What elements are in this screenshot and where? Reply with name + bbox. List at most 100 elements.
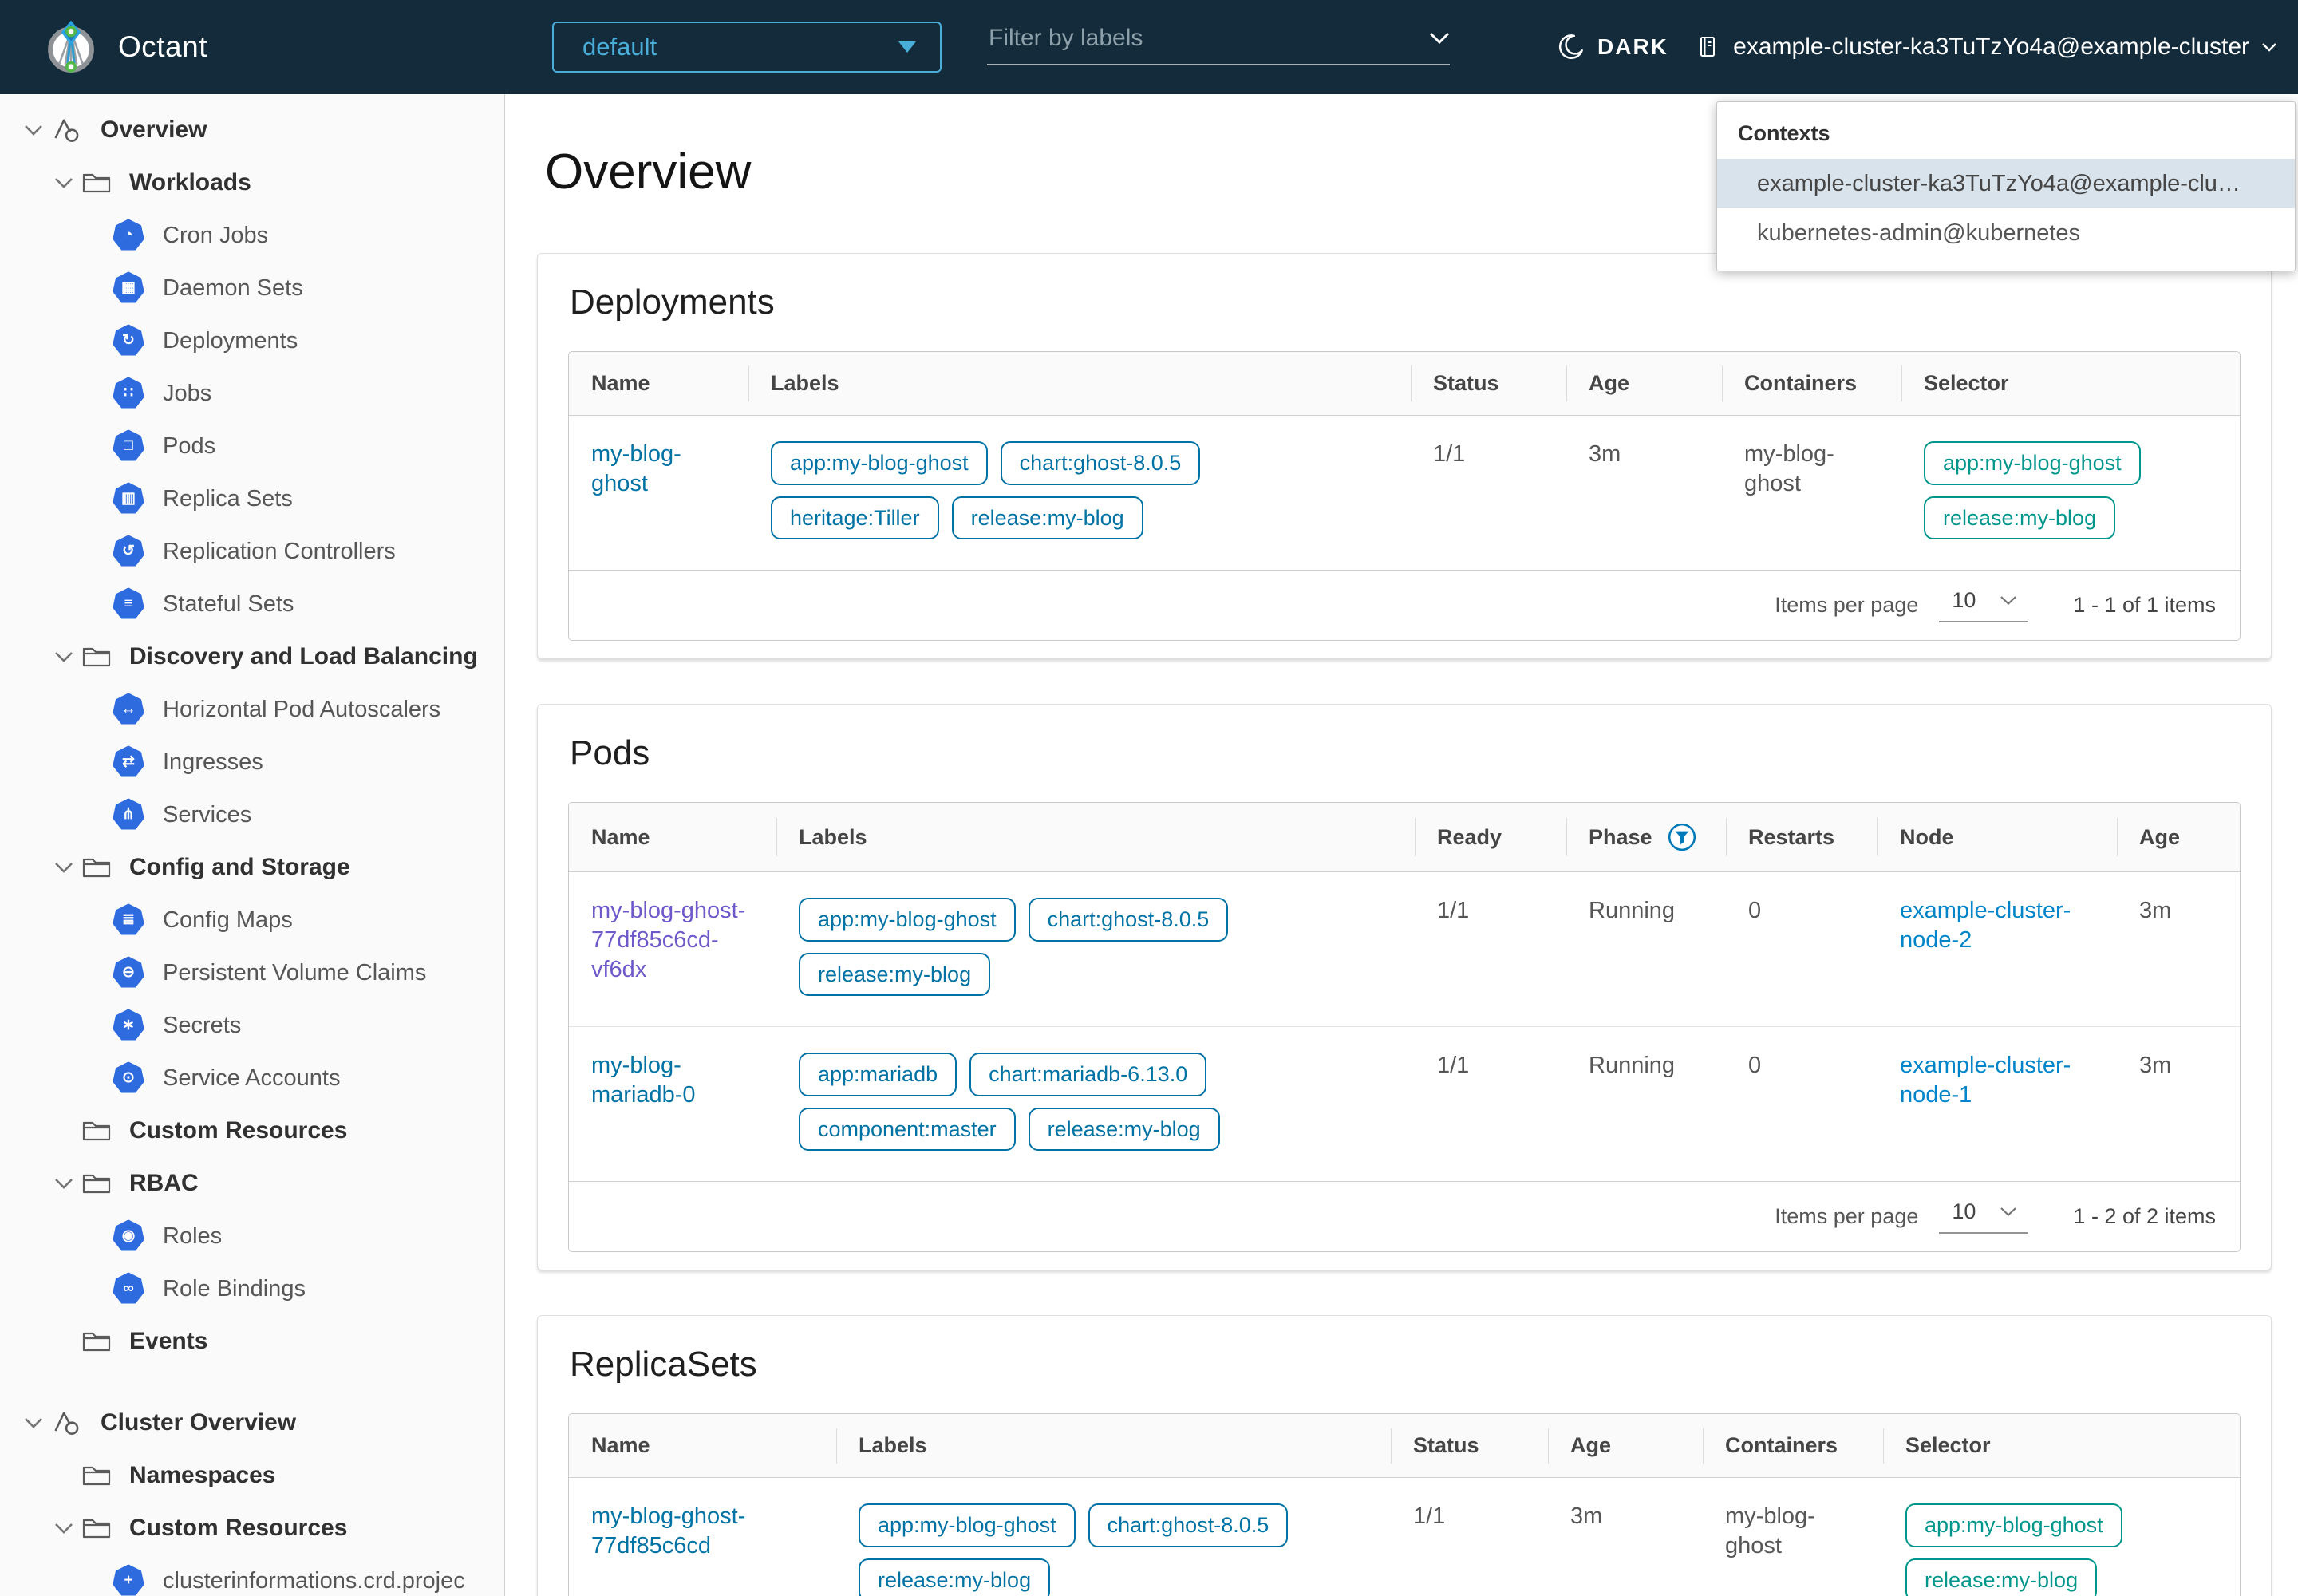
- column-header-labels: Labels: [748, 352, 1411, 415]
- column-header-age: Age: [1566, 352, 1722, 415]
- sidebar-item-config-maps[interactable]: ≣Config Maps: [0, 894, 504, 946]
- context-selector-label: example-cluster-ka3TuTzYo4a@example-clus…: [1733, 34, 2249, 61]
- column-header-name: Name: [569, 1414, 836, 1477]
- page-size-select[interactable]: 10: [1939, 588, 2028, 622]
- context-option-kubernetes-admin-kubernetes[interactable]: kubernetes-admin@kubernetes: [1717, 208, 2295, 258]
- label-tag: component:master: [799, 1108, 1016, 1152]
- sidebar-item-service-accounts[interactable]: ⊙Service Accounts: [0, 1052, 504, 1104]
- sidebar-item-label: Events: [129, 1328, 207, 1355]
- cell-text: 1/1: [1433, 441, 1465, 467]
- resource-link[interactable]: my-blog-ghost-77df85c6cd-vf6dx: [591, 898, 745, 982]
- context-selector[interactable]: example-cluster-ka3TuTzYo4a@example-clus…: [1696, 34, 2277, 61]
- table-cell: app:my-blog-ghostrelease:my-blog: [1883, 1478, 2241, 1596]
- sidebar-item-persistent-volume-claims[interactable]: ⊖Persistent Volume Claims: [0, 946, 504, 999]
- node-link[interactable]: example-cluster-node-1: [1900, 1053, 2071, 1108]
- card-deployments: DeploymentsNameLabelsStatusAgeContainers…: [537, 253, 2272, 659]
- sidebar-item-custom-resources[interactable]: Custom Resources: [0, 1104, 504, 1157]
- table-cell: 3m: [1548, 1478, 1703, 1596]
- folder-icon: [81, 1515, 112, 1541]
- theme-toggle[interactable]: DARK: [1558, 34, 1668, 61]
- cell-text: 1/1: [1437, 1053, 1469, 1078]
- sidebar-item-deployments[interactable]: ↻Deployments: [0, 314, 504, 367]
- node-link[interactable]: example-cluster-node-2: [1900, 898, 2071, 953]
- sidebar-item-role-bindings[interactable]: ∞Role Bindings: [0, 1262, 504, 1315]
- table-header: NameLabelsReadyPhaseRestartsNodeAge: [569, 803, 2240, 872]
- sidebar-item-discovery-and-load-balancing[interactable]: Discovery and Load Balancing: [0, 630, 504, 683]
- column-header-labels: Labels: [836, 1414, 1391, 1477]
- applications-icon: [51, 114, 83, 146]
- chevron-down-icon[interactable]: [1429, 32, 1450, 45]
- sidebar-item-secrets[interactable]: ∗Secrets: [0, 999, 504, 1052]
- sidebar-item-roles[interactable]: ◉Roles: [0, 1210, 504, 1262]
- namespace-selector[interactable]: default: [552, 22, 942, 73]
- page-size-select[interactable]: 10: [1939, 1199, 2028, 1234]
- sidebar-item-horizontal-pod-autoscalers[interactable]: ↔Horizontal Pod Autoscalers: [0, 683, 504, 736]
- sidebar-item-label: RBAC: [129, 1170, 199, 1197]
- cell-text: 0: [1748, 898, 1761, 923]
- sidebar-item-label: Cron Jobs: [163, 223, 268, 249]
- selector-tag: release:my-blog: [1924, 496, 2115, 540]
- sidebar-item-cluster-overview[interactable]: Cluster Overview: [0, 1396, 504, 1449]
- cell-text: 3m: [2139, 898, 2171, 923]
- sidebar-item-replica-sets[interactable]: ▥Replica Sets: [0, 472, 504, 525]
- context-option-example-cluster-ka3tutzyo4a-example-clu[interactable]: example-cluster-ka3TuTzYo4a@example-clu…: [1717, 159, 2295, 208]
- caret-down-icon[interactable]: [46, 1178, 81, 1190]
- sidebar-item-label: Roles: [163, 1223, 222, 1250]
- table-cell: 3m: [2117, 1027, 2241, 1181]
- sidebar-item-label: Config Maps: [163, 907, 293, 934]
- resource-link[interactable]: my-blog-mariadb-0: [591, 1053, 696, 1108]
- sidebar-item-rbac[interactable]: RBAC: [0, 1157, 504, 1210]
- table-cell: my-blog-ghost: [1722, 416, 1901, 570]
- resource-link[interactable]: my-blog-ghost: [591, 441, 681, 496]
- sidebar-item-namespaces[interactable]: Namespaces: [0, 1449, 504, 1502]
- label-filter: [987, 24, 1450, 65]
- pagination-range: 1 - 1 of 1 items: [2073, 593, 2216, 618]
- column-header-label: Age: [1589, 371, 1629, 396]
- column-header-name: Name: [569, 803, 776, 871]
- sidebar-item-daemon-sets[interactable]: ▦Daemon Sets: [0, 262, 504, 314]
- sidebar-item-stateful-sets[interactable]: ≡Stateful Sets: [0, 578, 504, 630]
- label-tag: release:my-blog: [1029, 1108, 1220, 1152]
- caret-down-icon[interactable]: [46, 177, 81, 189]
- table-cell: app:my-blog-ghostrelease:my-blog: [1901, 416, 2241, 570]
- sidebar-item-workloads[interactable]: Workloads: [0, 156, 504, 209]
- filter-icon[interactable]: [1667, 822, 1697, 852]
- octant-app: Octant default DARK example-cluster-ka3T…: [0, 0, 2298, 1596]
- sidebar-item-jobs[interactable]: ∷Jobs: [0, 367, 504, 420]
- sidebar-item-services[interactable]: ⋔Services: [0, 788, 504, 841]
- column-header-age: Age: [2117, 803, 2241, 871]
- card-pods: PodsNameLabelsReadyPhaseRestartsNodeAgem…: [537, 704, 2272, 1270]
- sidebar-item-ingresses[interactable]: ⇄Ingresses: [0, 736, 504, 788]
- sidebar-item-overview[interactable]: Overview: [0, 104, 504, 156]
- daemon-sets-icon: ▦: [112, 271, 145, 305]
- column-header-label: Name: [591, 825, 650, 850]
- cluster-icon: [1696, 34, 1721, 60]
- resource-link[interactable]: my-blog-ghost-77df85c6cd: [591, 1503, 745, 1558]
- sidebar-item-label: Jobs: [163, 381, 211, 407]
- table-cell: example-cluster-node-1: [1877, 1027, 2117, 1181]
- sidebar-item-replication-controllers[interactable]: ↺Replication Controllers: [0, 525, 504, 578]
- replicasets-table: NameLabelsStatusAgeContainersSelectormy-…: [568, 1413, 2241, 1596]
- column-header-label: Restarts: [1748, 825, 1834, 850]
- caret-down-icon[interactable]: [46, 862, 81, 874]
- caret-down-icon[interactable]: [16, 1417, 51, 1429]
- folder-icon: [81, 1171, 112, 1196]
- column-header-label: Ready: [1437, 825, 1502, 850]
- sidebar-item-config-and-storage[interactable]: Config and Storage: [0, 841, 504, 894]
- sidebar-item-pods[interactable]: □Pods: [0, 420, 504, 472]
- column-header-label: Age: [1570, 1433, 1611, 1458]
- sidebar-item-label: Horizontal Pod Autoscalers: [163, 697, 440, 723]
- replica-sets-icon: ▥: [112, 482, 145, 516]
- sidebar-item-cron-jobs[interactable]: ◔ Cron Jobs: [0, 209, 504, 262]
- table-cell: 1/1: [1415, 1027, 1566, 1181]
- sidebar-item-custom-resources[interactable]: Custom Resources: [0, 1502, 504, 1555]
- sidebar-item-label: Namespaces: [129, 1462, 275, 1489]
- table-row: my-blog-mariadb-0app:mariadbchart:mariad…: [569, 1026, 2240, 1181]
- sidebar-item-events[interactable]: Events: [0, 1315, 504, 1368]
- caret-down-icon[interactable]: [46, 651, 81, 663]
- sidebar-item-clusterinformations-crd-projec[interactable]: +clusterinformations.crd.projec: [0, 1555, 504, 1596]
- cron-jobs-icon: ◔: [112, 219, 145, 252]
- caret-down-icon[interactable]: [46, 1523, 81, 1535]
- label-filter-input[interactable]: [987, 24, 1429, 53]
- caret-down-icon[interactable]: [16, 124, 51, 136]
